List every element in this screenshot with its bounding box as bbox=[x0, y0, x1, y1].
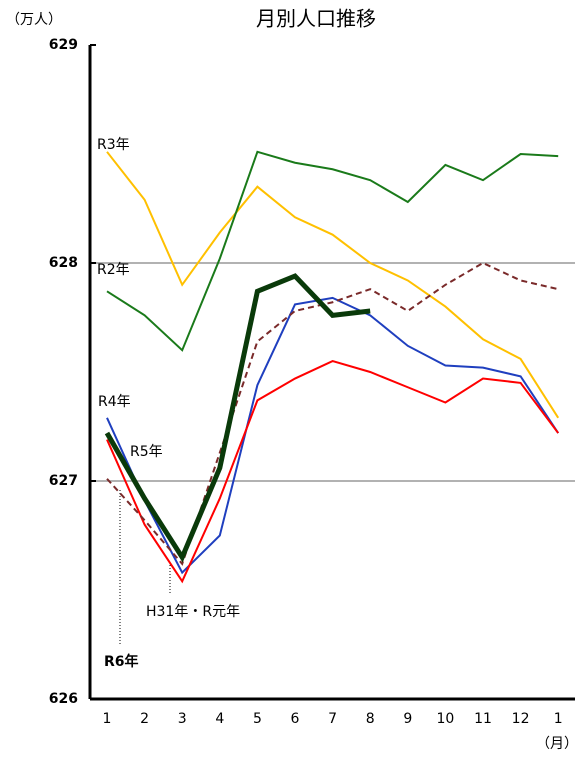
x-unit: （月） bbox=[536, 736, 578, 752]
series-label: R6年 bbox=[104, 653, 139, 670]
chart-title: 月別人口推移 bbox=[256, 7, 376, 31]
series-label: R4年 bbox=[98, 394, 131, 410]
series-label: H31年・R元年 bbox=[146, 604, 240, 620]
x-tick-label: 11 bbox=[474, 711, 492, 727]
series-line bbox=[106, 150, 559, 352]
x-tick-label: 6 bbox=[291, 711, 300, 727]
series-label: R5年 bbox=[130, 444, 163, 460]
x-tick-label: 10 bbox=[436, 711, 454, 727]
x-tick-label: 3 bbox=[178, 711, 187, 727]
x-tick-label: 1 bbox=[103, 711, 112, 727]
y-tick-label: 629 bbox=[49, 37, 78, 53]
series-line bbox=[106, 151, 560, 419]
x-tick-label: 1 bbox=[554, 711, 563, 727]
x-tick-label: 7 bbox=[328, 711, 337, 727]
series-line bbox=[106, 261, 559, 566]
y-tick-label: 626 bbox=[49, 691, 78, 707]
y-tick-label: 628 bbox=[49, 255, 78, 271]
series-label: R2年 bbox=[97, 262, 130, 278]
y-unit: （万人） bbox=[6, 12, 62, 28]
x-tick-label: 5 bbox=[253, 711, 262, 727]
series-label: R3年 bbox=[97, 137, 130, 153]
x-tick-label: 8 bbox=[366, 711, 375, 727]
x-tick-label: 12 bbox=[512, 711, 530, 727]
x-tick-label: 9 bbox=[403, 711, 412, 727]
y-tick-label: 627 bbox=[49, 473, 78, 489]
series-line bbox=[106, 360, 560, 584]
series-line bbox=[106, 296, 560, 575]
x-tick-label: 4 bbox=[215, 711, 224, 727]
series-line bbox=[104, 273, 371, 563]
x-tick-label: 2 bbox=[140, 711, 149, 727]
